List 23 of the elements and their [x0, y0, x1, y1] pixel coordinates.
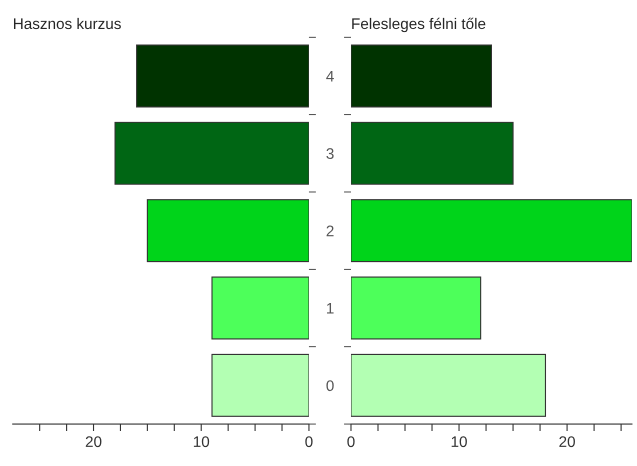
bar [350, 354, 546, 417]
bar [350, 122, 514, 185]
y-tick-label: 0 [326, 380, 334, 392]
x-tick-label: 10 [452, 436, 467, 448]
chart-title: Hasznos kurzus [14, 18, 121, 30]
bar [350, 276, 482, 340]
y-tick-label: 2 [326, 226, 334, 236]
bar [350, 199, 632, 262]
bar [211, 354, 309, 417]
bar [146, 199, 309, 262]
y-tick-label: 4 [326, 70, 334, 82]
x-tick-label: 0 [305, 436, 313, 448]
bar [114, 122, 309, 185]
bar [136, 44, 309, 108]
y-tick-label: 1 [326, 303, 334, 314]
x-tick-label: 20 [559, 436, 575, 448]
chart-title: Felesleges félni tőle [352, 18, 486, 32]
x-tick-label: 10 [194, 436, 210, 448]
bar [211, 276, 309, 340]
bar [350, 44, 492, 108]
x-tick-label: 20 [86, 436, 102, 448]
x-tick-label: 0 [347, 436, 355, 448]
y-tick-label: 3 [326, 148, 334, 159]
